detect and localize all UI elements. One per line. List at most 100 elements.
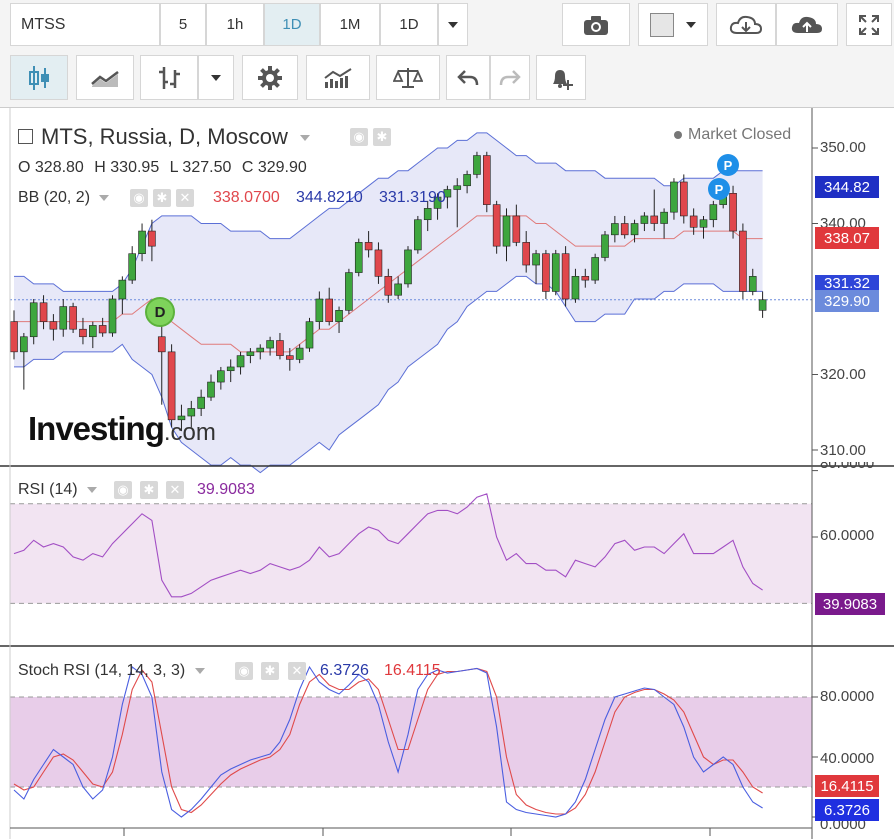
interval-1m-button[interactable]: 1M	[320, 3, 380, 46]
chart-title: MTS, Russia, D, Moscow	[41, 124, 288, 149]
candle	[551, 253, 560, 292]
candle	[522, 242, 531, 266]
candle	[20, 336, 28, 353]
eye-icon[interactable]: ◉	[114, 481, 132, 499]
download-button[interactable]	[716, 3, 776, 46]
candle	[315, 298, 324, 322]
candle	[473, 155, 481, 175]
candle	[276, 340, 284, 356]
bars-icon	[159, 66, 180, 89]
candle	[256, 347, 265, 353]
interval-dropdown-button[interactable]	[438, 3, 468, 46]
cloud-upload-icon	[791, 16, 822, 33]
candle	[10, 321, 18, 353]
interval-custom-button[interactable]: 1D	[380, 3, 438, 46]
chevron-down-icon[interactable]	[194, 667, 205, 674]
collapse-icon[interactable]	[18, 128, 33, 144]
eye-icon[interactable]: ◉	[130, 189, 148, 207]
chart-type-dropdown-button[interactable]	[198, 55, 234, 100]
ohlc-close: 329.90	[257, 159, 307, 176]
candle	[581, 276, 590, 281]
candle	[98, 325, 107, 334]
candle	[433, 196, 442, 209]
event-marker[interactable]: P	[717, 154, 739, 176]
eye-icon[interactable]: ◉	[235, 662, 253, 680]
price-pane	[10, 132, 818, 474]
status-dot-icon	[674, 131, 682, 139]
undo-button[interactable]	[446, 55, 490, 100]
rsi-line	[13, 493, 763, 598]
main-title-row: MTS, Russia, D, Moscow	[18, 124, 311, 150]
candle	[660, 211, 668, 224]
stoch-tick-label: 40.0000	[820, 750, 875, 767]
close-icon[interactable]: ✕	[166, 481, 184, 499]
candle	[167, 351, 176, 421]
chevron-down-icon[interactable]	[99, 194, 110, 201]
interval-1d-button[interactable]: 1D	[264, 3, 320, 46]
chevron-down-icon	[211, 74, 221, 81]
candle	[128, 253, 136, 281]
candle	[295, 347, 304, 360]
compare-button[interactable]	[376, 55, 440, 100]
candle	[394, 283, 402, 296]
price-tick-label: 350.00	[820, 139, 866, 156]
candles-button[interactable]	[10, 55, 68, 100]
candle	[325, 298, 334, 322]
redo-button[interactable]	[490, 55, 530, 100]
candle	[512, 215, 521, 243]
candle	[49, 321, 58, 330]
bars-button[interactable]	[140, 55, 198, 100]
candle	[739, 230, 747, 292]
interval-5-button[interactable]: 5	[160, 3, 206, 46]
bb-lower-value: 331.3190	[379, 189, 446, 206]
candle	[266, 340, 274, 349]
candle	[492, 204, 501, 247]
candle	[502, 215, 511, 247]
snapshot-button[interactable]	[562, 3, 630, 46]
fullscreen-button[interactable]	[846, 3, 892, 46]
candle	[463, 174, 471, 187]
gear-icon[interactable]: ✱	[140, 481, 158, 499]
candle	[335, 310, 343, 322]
chevron-down-icon[interactable]	[300, 135, 311, 142]
rsi-label-row: RSI (14)	[18, 481, 98, 499]
indicators-button[interactable]	[306, 55, 370, 100]
gear-icon[interactable]: ✱	[153, 189, 171, 207]
dividend-marker[interactable]: D	[145, 297, 175, 327]
gear-icon[interactable]: ✱	[373, 128, 391, 146]
stoch-k-value: 6.3726	[320, 662, 369, 679]
camera-icon	[584, 15, 608, 35]
stoch-d-value: 16.4115	[384, 662, 441, 679]
candle	[709, 204, 718, 221]
line-chart-button[interactable]	[76, 55, 134, 100]
investing-logo: Investing.com	[28, 410, 216, 447]
bb-label: BB (20, 2)	[18, 189, 91, 206]
color-button[interactable]	[638, 3, 708, 46]
eye-icon[interactable]: ◉	[350, 128, 368, 146]
chevron-down-icon[interactable]	[87, 486, 98, 493]
candles-icon	[29, 65, 49, 90]
close-icon[interactable]: ✕	[288, 662, 306, 680]
candle	[620, 223, 629, 236]
close-icon[interactable]: ✕	[176, 189, 194, 207]
stoch-k-tag: 6.3726	[815, 799, 879, 821]
gear-icon[interactable]: ✱	[261, 662, 279, 680]
event-marker[interactable]: P	[708, 178, 730, 200]
ohlc-row: O 328.80 H 330.95 L 327.50 C 329.90	[18, 159, 307, 176]
symbol-field[interactable]: MTSS	[10, 3, 160, 46]
candle	[236, 355, 245, 368]
line-chart-icon	[91, 70, 119, 87]
candle	[59, 306, 68, 330]
upload-button[interactable]	[776, 3, 838, 46]
settings-button[interactable]	[242, 55, 298, 100]
stoch-label-row: Stoch RSI (14, 14, 3, 3)	[18, 662, 205, 680]
last-price-tag: 329.90	[815, 290, 879, 312]
candle	[285, 355, 294, 360]
alert-button[interactable]	[536, 55, 586, 100]
stoch-pane	[10, 665, 818, 818]
candle	[118, 279, 127, 300]
rsi-band	[10, 503, 812, 604]
candle	[226, 366, 235, 372]
interval-1h-button[interactable]: 1h	[206, 3, 264, 46]
